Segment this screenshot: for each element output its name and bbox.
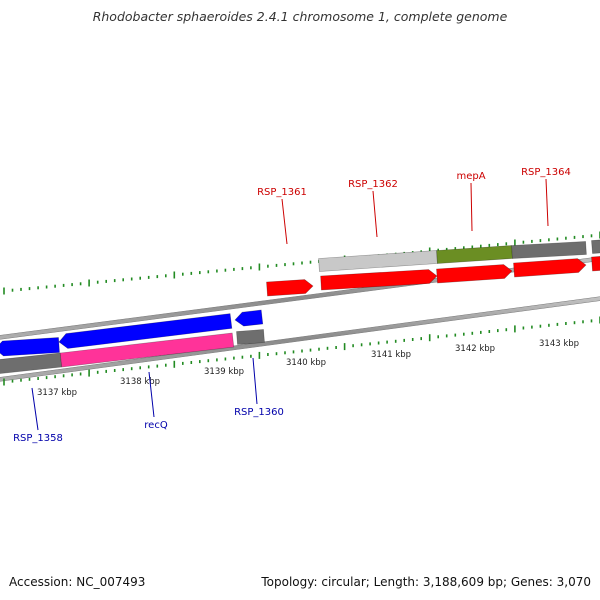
feature-block-gray-small[interactable]: [236, 329, 265, 345]
backbone-upper-strand: [0, 256, 600, 340]
feature-block-gray[interactable]: [511, 241, 587, 259]
gene-rsp-1361-leader: [281, 198, 288, 245]
gene-recq-label[interactable]: recQ: [144, 420, 168, 431]
feature-block-green[interactable]: [436, 245, 513, 264]
gene-arrow-rsp-1360[interactable]: [234, 309, 264, 327]
scale-label-3140: 3140 kbp: [286, 358, 326, 368]
gene-arrow-recq[interactable]: [58, 313, 233, 349]
gene-arrow-rsp-1361[interactable]: [266, 279, 314, 297]
gene-rsp-1362-leader: [372, 190, 378, 238]
gene-rsp-1358-leader: [31, 387, 39, 431]
gene-arrow-edge-forward[interactable]: [591, 256, 600, 272]
gene-rsp-1362-label[interactable]: RSP_1362: [348, 179, 398, 190]
gene-recq-leader: [148, 371, 155, 418]
genome-summary-text: Topology: circular; Length: 3,188,609 bp…: [261, 575, 591, 589]
scale-label-3138: 3138 kbp: [120, 377, 160, 387]
gene-mepa-label[interactable]: mepA: [456, 171, 485, 182]
gene-rsp-1364-label[interactable]: RSP_1364: [521, 167, 571, 178]
feature-block-gray-edge[interactable]: [591, 239, 600, 254]
map-title: Rhodobacter sphaeroides 2.4.1 chromosome…: [92, 9, 508, 24]
gene-arrow-rsp-1358[interactable]: [0, 337, 60, 357]
gene-rsp-1360-leader: [252, 357, 258, 405]
scale-label-3142: 3142 kbp: [455, 344, 495, 354]
feature-block-magenta[interactable]: [59, 332, 235, 368]
scale-label-3137: 3137 kbp: [37, 388, 77, 398]
gene-rsp-1364-leader: [545, 178, 549, 227]
gene-rsp-1361-label[interactable]: RSP_1361: [257, 187, 307, 198]
gene-mepa-leader: [470, 182, 473, 232]
feature-block-gray-lower[interactable]: [0, 352, 63, 374]
feature-block-light-gray[interactable]: [318, 250, 438, 272]
scale-label-3143: 3143 kbp: [539, 339, 579, 349]
footer: Accession: NC_007493 Topology: circular;…: [0, 575, 600, 591]
gene-arrow-rsp-1362[interactable]: [320, 269, 438, 291]
gene-arrow-mepa[interactable]: [436, 264, 513, 284]
scale-label-3141: 3141 kbp: [371, 350, 411, 360]
accession-text: Accession: NC_007493: [9, 575, 146, 589]
scale-label-3139: 3139 kbp: [204, 367, 244, 377]
gene-rsp-1358-label[interactable]: RSP_1358: [13, 433, 63, 444]
gene-arrow-rsp-1364[interactable]: [513, 258, 587, 278]
gene-rsp-1360-label[interactable]: RSP_1360: [234, 407, 284, 418]
